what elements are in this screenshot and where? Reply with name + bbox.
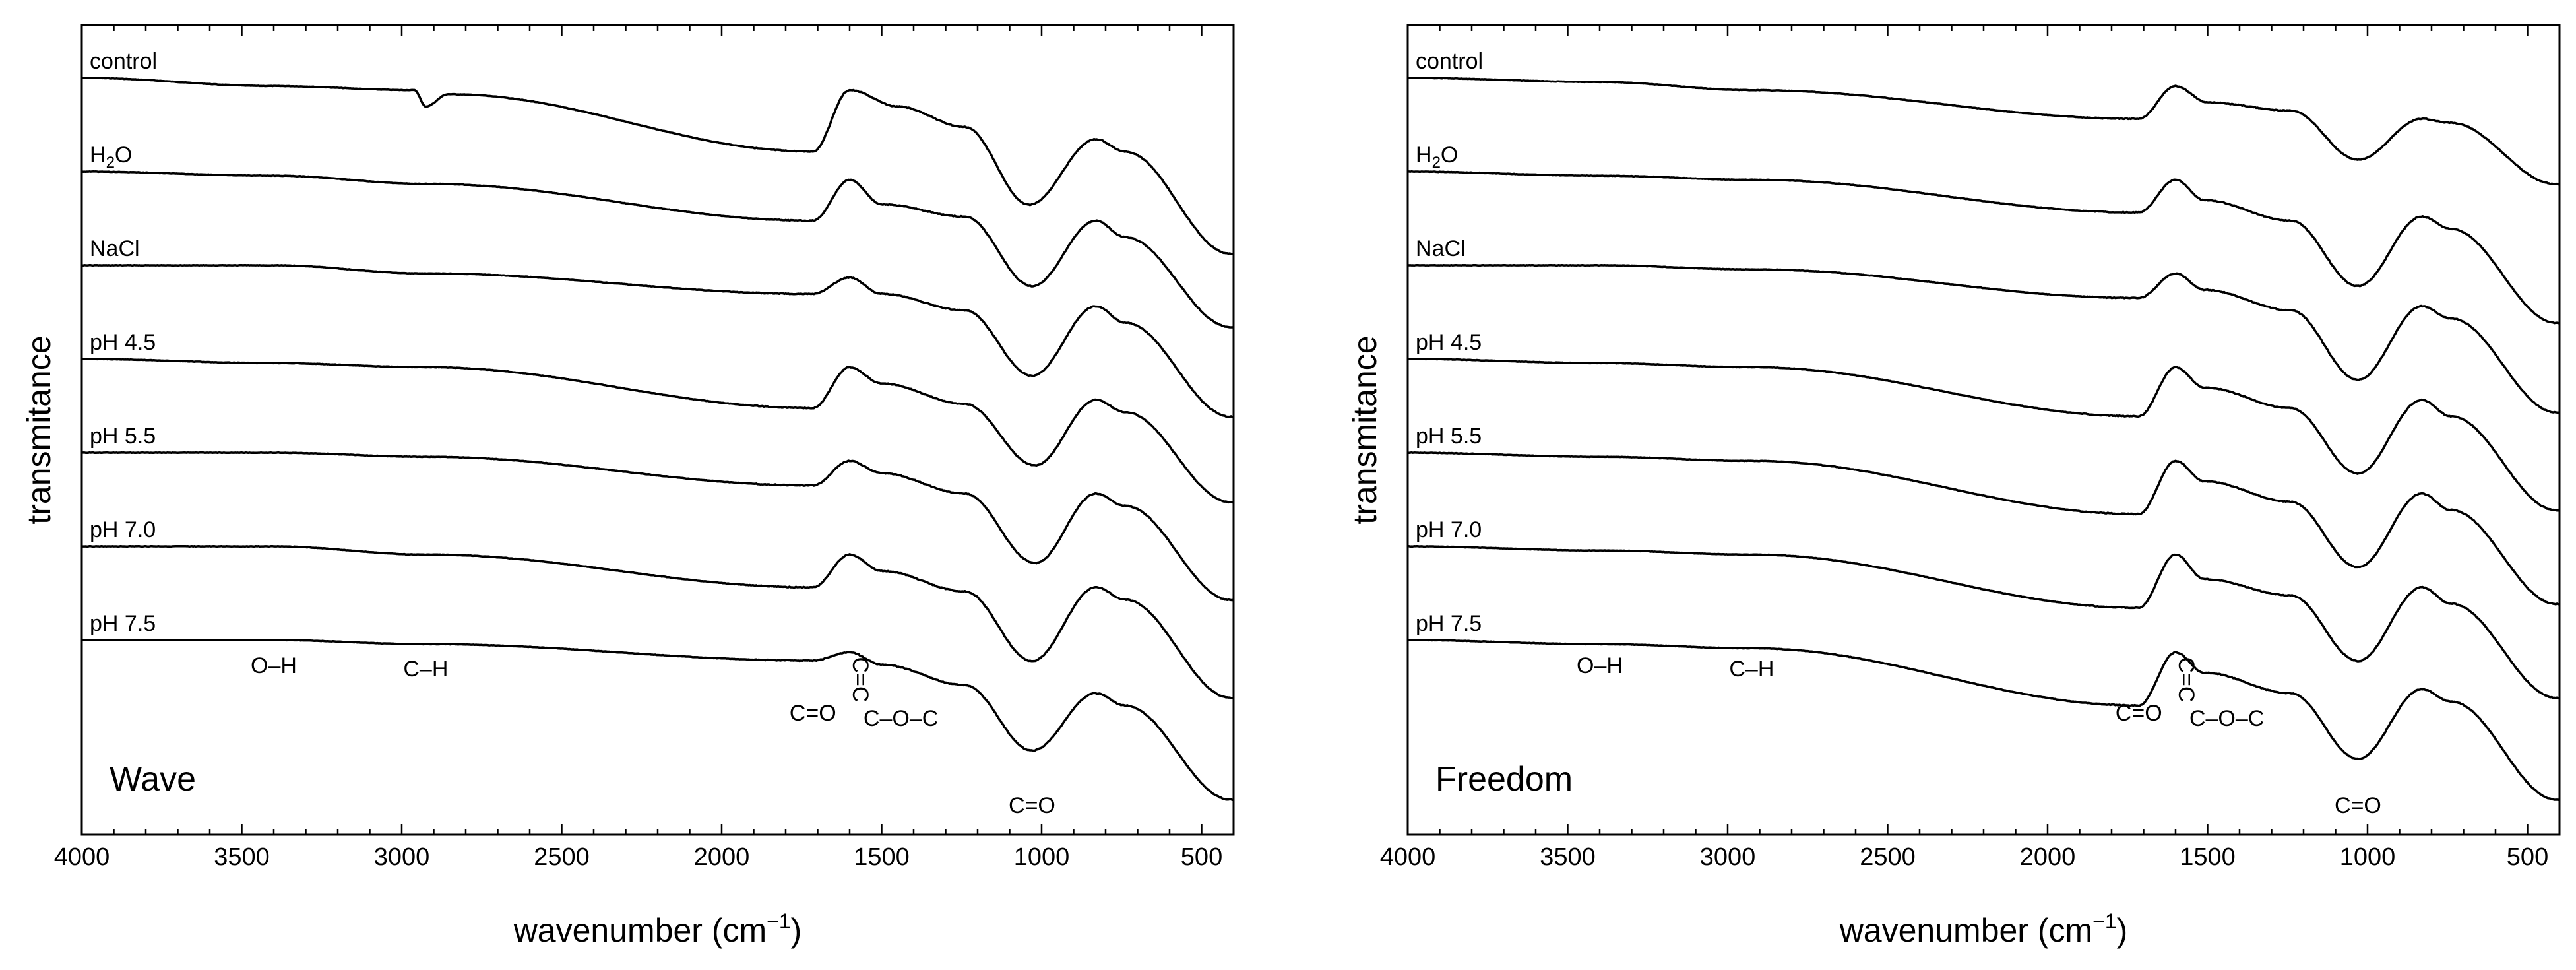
- series-label: pH 4.5: [90, 330, 156, 355]
- x-tick-label: 500: [2507, 843, 2548, 871]
- x-tick-label: 4000: [1380, 843, 1436, 871]
- series-label: pH 7.5: [1416, 611, 1482, 636]
- series-line: [1408, 545, 2560, 699]
- series-label: pH 5.5: [90, 424, 156, 449]
- series-line: [81, 263, 1234, 418]
- peak-annotation: C=C: [848, 657, 873, 703]
- series-label: H2O: [1416, 143, 1458, 172]
- series-label: NaCl: [1416, 236, 1466, 261]
- series-label: NaCl: [90, 236, 140, 261]
- series-line: [1407, 263, 2560, 414]
- series-label: pH 5.5: [1416, 424, 1482, 449]
- peak-annotation: C–H: [403, 657, 448, 682]
- peak-annotation: C–O–C: [2189, 706, 2264, 731]
- series-line: [81, 638, 1234, 801]
- series-line: [1408, 170, 2560, 325]
- series-line: [1407, 76, 2560, 186]
- x-tick-label: 2500: [534, 843, 590, 871]
- series-line: [81, 451, 1234, 602]
- x-tick-label: 2500: [1860, 843, 1916, 871]
- series-line: [81, 358, 1234, 504]
- series-label: pH 7.5: [90, 611, 156, 636]
- series-label: pH 7.0: [1416, 517, 1482, 542]
- series-line: [1408, 357, 2560, 512]
- series-line: [81, 544, 1234, 699]
- x-tick-label: 4000: [54, 843, 110, 871]
- peak-annotation: C–H: [1729, 657, 1774, 682]
- peak-annotation: C–O–C: [864, 706, 938, 731]
- x-tick-label: 2000: [694, 843, 750, 871]
- x-tick-label: 3500: [214, 843, 270, 871]
- x-tick-label: 1500: [854, 843, 910, 871]
- x-tick-label: 500: [1181, 843, 1222, 871]
- x-tick-label: 3000: [374, 843, 430, 871]
- plot-frame: [1406, 24, 2561, 836]
- x-tick-label: 1000: [2340, 843, 2396, 871]
- x-axis-label: wavenumber (cm−1): [1839, 909, 2128, 949]
- x-axis-label: wavenumber (cm−1): [513, 909, 802, 949]
- series-line: [1407, 451, 2560, 606]
- x-tick-label: 3500: [1540, 843, 1596, 871]
- peak-annotation: C=O: [1009, 793, 1055, 818]
- y-axis-label: transmitance: [1346, 335, 1383, 524]
- series-label: H2O: [90, 143, 132, 172]
- y-axis-label: transmitance: [20, 335, 57, 524]
- peak-annotation: C=O: [2335, 793, 2381, 818]
- chart-panel: 4000 3500 3000 2500 2000 1500 1000 500 wavenumbe…: [20, 24, 1235, 949]
- peak-annotation: C=O: [790, 701, 836, 726]
- x-tick-label: 3000: [1700, 843, 1756, 871]
- panel-label: Wave: [110, 760, 196, 798]
- x-tick-label: 1000: [1014, 843, 1070, 871]
- x-tick-label: 2000: [2020, 843, 2076, 871]
- series-label: pH 4.5: [1416, 330, 1482, 355]
- series-line: [1407, 639, 2560, 801]
- x-tick-label: 1500: [2180, 843, 2236, 871]
- series-label: control: [1416, 49, 1483, 74]
- series-label: control: [90, 49, 157, 74]
- series-label: pH 7.0: [90, 517, 156, 542]
- peak-annotation: C=C: [2174, 657, 2199, 703]
- panel-label: Freedom: [1435, 760, 1573, 798]
- chart-panel: 4000 3500 3000 2500 2000 1500 1000 500 wavenumbe…: [1346, 24, 2561, 949]
- peak-annotation: O–H: [1577, 653, 1623, 678]
- series-line: [82, 77, 1234, 255]
- peak-annotation: O–H: [251, 653, 297, 678]
- peak-annotation: C=O: [2116, 701, 2162, 726]
- plot-frame: [80, 24, 1235, 836]
- series-line: [81, 170, 1234, 329]
